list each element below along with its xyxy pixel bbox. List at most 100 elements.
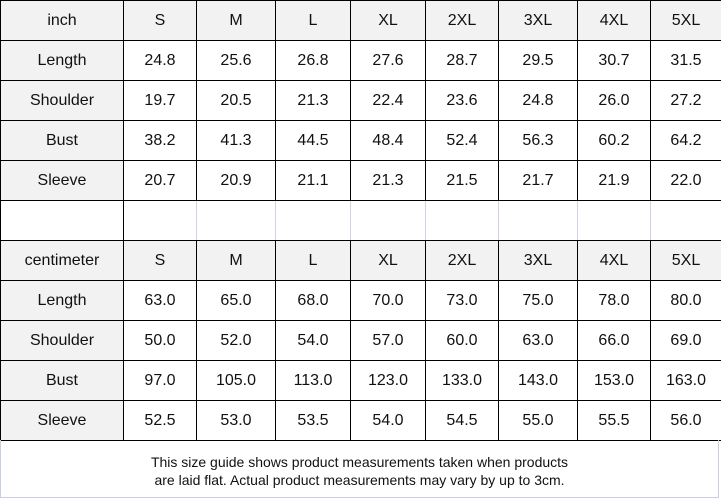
measurement-value: 163.0 [650, 360, 721, 401]
empty-cell [650, 200, 721, 241]
measurement-value: 153.0 [577, 360, 651, 401]
measurement-value: 50.0 [123, 320, 197, 361]
measurement-label: Length [0, 280, 124, 321]
size-header: 4XL [577, 240, 651, 281]
measurement-value: 73.0 [425, 280, 499, 321]
measurement-value: 66.0 [577, 320, 651, 361]
measurement-value: 21.5 [425, 160, 499, 201]
measurement-value: 133.0 [425, 360, 499, 401]
measurement-value: 54.5 [425, 400, 499, 441]
inch-row-shoulder: Shoulder 19.7 20.5 21.3 22.4 23.6 24.8 26.0 27.2 [0, 80, 721, 121]
measurement-label: Sleeve [0, 400, 124, 441]
measurement-value: 41.3 [196, 120, 276, 161]
measurement-value: 75.0 [498, 280, 578, 321]
measurement-value: 63.0 [498, 320, 578, 361]
measurement-value: 56.0 [650, 400, 721, 441]
measurement-value: 38.2 [123, 120, 197, 161]
measurement-value: 26.8 [275, 40, 351, 81]
measurement-value: 69.0 [650, 320, 721, 361]
measurement-value: 52.0 [196, 320, 276, 361]
unit-label: inch [0, 0, 124, 41]
measurement-value: 80.0 [650, 280, 721, 321]
measurement-value: 24.8 [498, 80, 578, 121]
measurement-value: 30.7 [577, 40, 651, 81]
measurement-value: 68.0 [275, 280, 351, 321]
measurement-value: 70.0 [350, 280, 426, 321]
measurement-value: 54.0 [275, 320, 351, 361]
measurement-value: 65.0 [196, 280, 276, 321]
empty-cell [350, 200, 426, 241]
size-header: 2XL [425, 240, 499, 281]
size-header: S [123, 0, 197, 41]
inch-row-sleeve: Sleeve 20.7 20.9 21.1 21.3 21.5 21.7 21.9 22.0 [0, 160, 721, 201]
empty-cell [425, 200, 499, 241]
measurement-value: 143.0 [498, 360, 578, 401]
empty-cell [0, 200, 124, 241]
measurement-value: 29.5 [498, 40, 578, 81]
size-header: 3XL [498, 240, 578, 281]
size-header: M [196, 0, 276, 41]
empty-cell [196, 200, 276, 241]
empty-cell [123, 200, 197, 241]
measurement-value: 21.9 [577, 160, 651, 201]
measurement-value: 105.0 [196, 360, 276, 401]
measurement-value: 23.6 [425, 80, 499, 121]
cm-row-bust: Bust 97.0 105.0 113.0 123.0 133.0 143.0 153.0 16… [0, 360, 721, 401]
measurement-value: 25.6 [196, 40, 276, 81]
measurement-value: 20.5 [196, 80, 276, 121]
measurement-value: 26.0 [577, 80, 651, 121]
measurement-value: 24.8 [123, 40, 197, 81]
empty-cell [577, 200, 651, 241]
measurement-label: Shoulder [0, 320, 124, 361]
measurement-label: Bust [0, 360, 124, 401]
cm-header-row: centimeter S M L XL 2XL 3XL 4XL 5XL [0, 240, 721, 281]
measurement-value: 21.3 [275, 80, 351, 121]
measurement-label: Shoulder [0, 80, 124, 121]
measurement-value: 78.0 [577, 280, 651, 321]
measurement-label: Sleeve [0, 160, 124, 201]
note-line-2: are laid flat. Actual product measuremen… [154, 472, 565, 488]
size-header: 5XL [650, 240, 721, 281]
measurement-value: 21.1 [275, 160, 351, 201]
measurement-value: 20.7 [123, 160, 197, 201]
measurement-value: 97.0 [123, 360, 197, 401]
measurement-value: 21.7 [498, 160, 578, 201]
measurement-value: 53.0 [196, 400, 276, 441]
note-line-1: This size guide shows product measuremen… [150, 454, 569, 470]
measurement-value: 63.0 [123, 280, 197, 321]
size-chart-table: inch S M L XL 2XL 3XL 4XL 5XL Length 24.8 25.6 26.8 2… [0, 0, 721, 441]
size-header: S [123, 240, 197, 281]
measurement-value: 53.5 [275, 400, 351, 441]
measurement-label: Length [0, 40, 124, 81]
inch-row-bust: Bust 38.2 41.3 44.5 48.4 52.4 56.3 60.2 64.2 [0, 120, 721, 161]
empty-cell [275, 200, 351, 241]
measurement-value: 22.4 [350, 80, 426, 121]
inch-header-row: inch S M L XL 2XL 3XL 4XL 5XL [0, 0, 721, 41]
measurement-value: 55.5 [577, 400, 651, 441]
measurement-value: 57.0 [350, 320, 426, 361]
size-header: XL [350, 0, 426, 41]
measurement-value: 44.5 [275, 120, 351, 161]
measurement-value: 27.6 [350, 40, 426, 81]
measurement-value: 60.0 [425, 320, 499, 361]
spacer-row [0, 200, 721, 241]
measurement-value: 48.4 [350, 120, 426, 161]
measurement-value: 56.3 [498, 120, 578, 161]
measurement-value: 22.0 [650, 160, 721, 201]
size-guide-note: This size guide shows product measuremen… [0, 440, 719, 498]
measurement-value: 55.0 [498, 400, 578, 441]
measurement-value: 113.0 [275, 360, 351, 401]
measurement-label: Bust [0, 120, 124, 161]
inch-row-length: Length 24.8 25.6 26.8 27.6 28.7 29.5 30.7 31.5 [0, 40, 721, 81]
size-header: 3XL [498, 0, 578, 41]
measurement-value: 54.0 [350, 400, 426, 441]
measurement-value: 20.9 [196, 160, 276, 201]
size-header: M [196, 240, 276, 281]
measurement-value: 27.2 [650, 80, 721, 121]
cm-row-shoulder: Shoulder 50.0 52.0 54.0 57.0 60.0 63.0 66.0 69.0 [0, 320, 721, 361]
measurement-value: 64.2 [650, 120, 721, 161]
measurement-value: 52.5 [123, 400, 197, 441]
cm-row-length: Length 63.0 65.0 68.0 70.0 73.0 75.0 78.0 80.0 [0, 280, 721, 321]
size-header: XL [350, 240, 426, 281]
measurement-value: 60.2 [577, 120, 651, 161]
